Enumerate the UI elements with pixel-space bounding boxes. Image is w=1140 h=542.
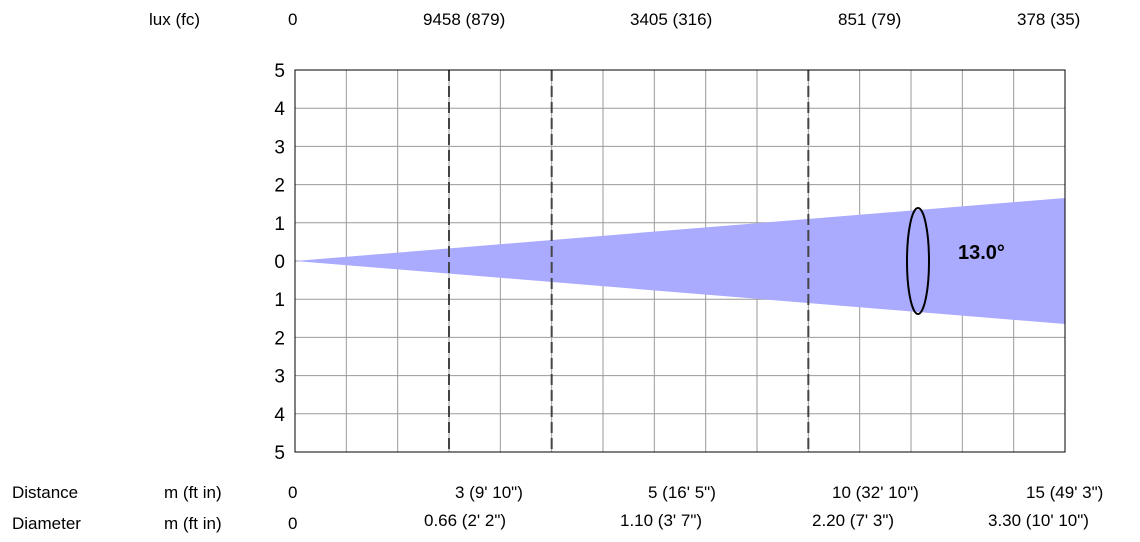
y-tick-label: 3 <box>274 137 285 158</box>
diameter-value-3m: 0.66 (2' 2") <box>424 511 506 530</box>
diameter-value-0: 0 <box>288 514 297 533</box>
y-tick-label: 5 <box>274 61 285 82</box>
y-tick-label: 2 <box>274 176 285 197</box>
lux-label: lux (fc) <box>149 10 200 29</box>
distance-value-3m: 3 (9' 10") <box>455 483 523 502</box>
diameter-unit: m (ft in) <box>164 514 222 533</box>
plot-border <box>294 69 1066 453</box>
beam-cone <box>295 197 1065 325</box>
beam-angle-label: 13.0° <box>958 242 1005 264</box>
distance-value-0: 0 <box>288 483 297 502</box>
y-tick-label: 5 <box>274 443 285 464</box>
y-tick-label: 4 <box>274 99 285 120</box>
distance-unit: m (ft in) <box>164 483 222 502</box>
y-tick-label: 1 <box>274 290 285 311</box>
distance-value-5m: 5 (16' 5") <box>648 483 716 502</box>
beam-layer <box>295 197 1065 325</box>
lux-value-10m: 851 (79) <box>838 10 901 29</box>
y-tick-label: 4 <box>274 405 285 426</box>
lux-value-5m: 3405 (316) <box>630 10 712 29</box>
diameter-value-15m: 3.30 (10' 10") <box>988 511 1089 530</box>
lux-value-0: 0 <box>288 10 297 29</box>
distance-label: Distance <box>12 483 78 502</box>
beam-angle-annotation: 13.0° <box>906 207 1005 315</box>
y-axis-ticks: 5 4 3 2 1 0 1 2 3 4 5 <box>274 61 285 464</box>
y-tick-label: 3 <box>274 367 285 388</box>
lux-value-3m: 9458 (879) <box>423 10 505 29</box>
distance-value-15m: 15 (49' 3") <box>1026 483 1103 502</box>
diameter-value-10m: 2.20 (7' 3") <box>812 511 894 530</box>
beam-angle-ellipse <box>906 207 930 315</box>
y-tick-label: 0 <box>274 252 285 273</box>
distance-value-10m: 10 (32' 10") <box>832 483 919 502</box>
diameter-value-5m: 1.10 (3' 7") <box>620 511 702 530</box>
y-tick-label: 1 <box>274 214 285 235</box>
lux-value-15m: 378 (35) <box>1017 10 1080 29</box>
y-tick-label: 2 <box>274 328 285 349</box>
diameter-label: Diameter <box>12 514 81 533</box>
